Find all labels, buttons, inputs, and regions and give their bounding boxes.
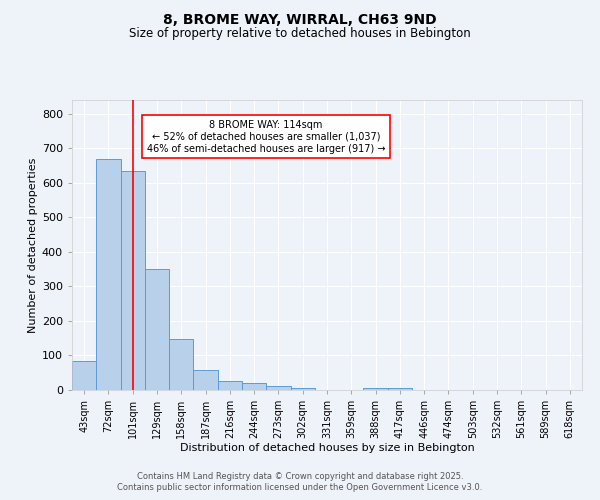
Text: Contains HM Land Registry data © Crown copyright and database right 2025.: Contains HM Land Registry data © Crown c… xyxy=(137,472,463,481)
Text: Size of property relative to detached houses in Bebington: Size of property relative to detached ho… xyxy=(129,28,471,40)
Bar xyxy=(290,388,315,390)
Bar xyxy=(169,339,193,390)
Bar xyxy=(388,388,412,390)
Bar xyxy=(145,269,169,390)
Bar xyxy=(72,360,96,390)
Y-axis label: Number of detached properties: Number of detached properties xyxy=(28,158,38,332)
Bar xyxy=(242,383,266,390)
Text: Contains public sector information licensed under the Open Government Licence v3: Contains public sector information licen… xyxy=(118,484,482,492)
Text: 8 BROME WAY: 114sqm
← 52% of detached houses are smaller (1,037)
46% of semi-det: 8 BROME WAY: 114sqm ← 52% of detached ho… xyxy=(146,120,385,154)
Bar xyxy=(121,171,145,390)
Bar xyxy=(364,388,388,390)
Text: 8, BROME WAY, WIRRAL, CH63 9ND: 8, BROME WAY, WIRRAL, CH63 9ND xyxy=(163,12,437,26)
Bar xyxy=(96,158,121,390)
Bar xyxy=(266,386,290,390)
Bar xyxy=(218,382,242,390)
X-axis label: Distribution of detached houses by size in Bebington: Distribution of detached houses by size … xyxy=(179,442,475,452)
Bar xyxy=(193,370,218,390)
